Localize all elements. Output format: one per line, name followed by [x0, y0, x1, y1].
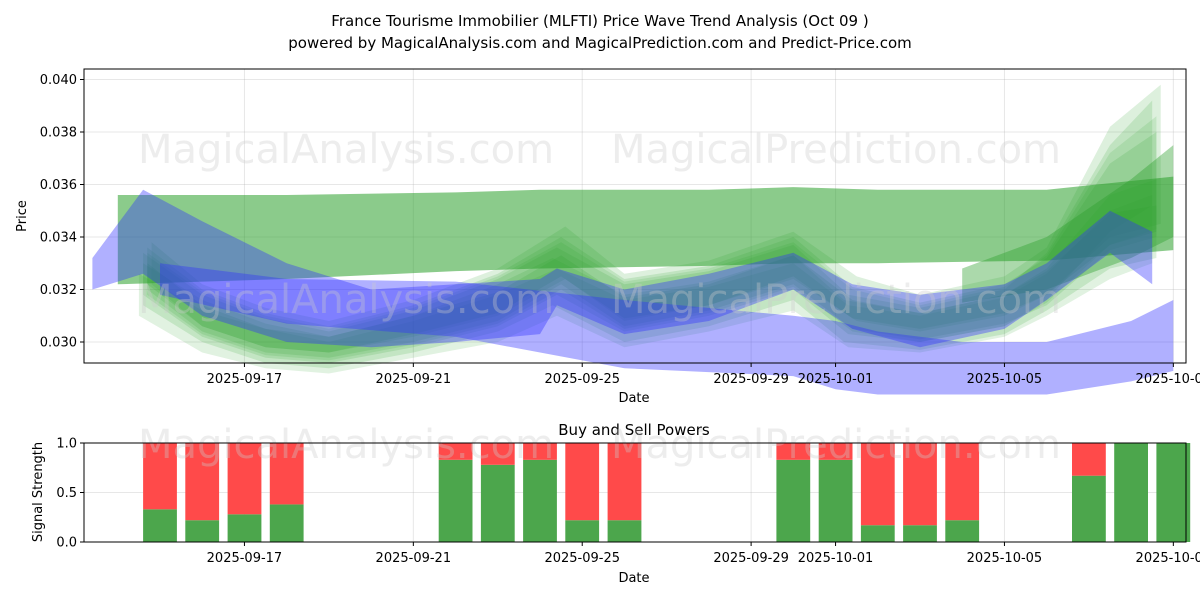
buy-bar-2025-10-03 — [903, 525, 937, 542]
buy-bar-2025-10-09 — [1156, 443, 1191, 542]
price-x-axis: 2025-09-17 2025-09-21 2025-09-25 2025-09-29… — [207, 363, 1200, 387]
sell-bar-2025-09-23 — [480, 443, 515, 465]
buy-bar-2025-10-07 — [1072, 475, 1106, 542]
band-green-wave-7 — [147, 205, 1157, 353]
sell-bar-2025-09-16 — [185, 443, 220, 521]
sell-bar-2025-10-02 — [860, 443, 895, 526]
price-wave-bands — [92, 84, 1174, 395]
price-ytick-label-1: 0.032 — [40, 283, 77, 298]
signal-y-axis: 0.0 0.5 1.0 — [56, 437, 84, 551]
sell-bar-2025-10-03 — [903, 443, 937, 526]
watermark-prediction-bottom: MagicalPrediction.com — [611, 422, 1061, 468]
signal-bars — [143, 443, 1191, 542]
signal-xtick-label-2: 2025-09-25 — [544, 551, 620, 566]
signal-xtick-label-4: 2025-10-01 — [798, 551, 874, 566]
buy-bar-2025-09-16 — [185, 520, 220, 542]
band-green-upper-channel — [117, 176, 1174, 285]
signal-ytick-label-1: 0.5 — [56, 486, 77, 501]
chart-title-line2: powered by MagicalAnalysis.com and Magic… — [288, 34, 912, 52]
sell-bar-2025-10-07 — [1072, 443, 1106, 476]
sell-bar-2025-09-25 — [565, 443, 600, 521]
sell-bar-2025-09-15 — [143, 443, 177, 510]
watermark-analysis-mid: MagicalAnalysis.com — [138, 277, 554, 323]
price-xtick-label-2: 2025-09-25 — [544, 372, 620, 387]
buy-bar-2025-09-24 — [523, 459, 557, 542]
price-xtick-label-6: 2025-10-09 — [1136, 372, 1200, 387]
signal-x-axis: 2025-09-17 2025-09-21 2025-09-25 2025-09-29… — [207, 542, 1200, 566]
price-ytick-label-4: 0.038 — [40, 126, 77, 141]
sell-bar-2025-09-26 — [607, 443, 642, 521]
signal-xtick-label-0: 2025-09-17 — [207, 551, 283, 566]
price-xtick-label-3: 2025-09-29 — [713, 372, 789, 387]
buy-bar-2025-09-22 — [438, 459, 473, 542]
signal-xtick-label-5: 2025-10-05 — [967, 551, 1043, 566]
price-y-axis: 0.030 0.032 0.034 0.036 0.038 0.040 — [40, 73, 84, 351]
signal-xtick-label-1: 2025-09-21 — [376, 551, 452, 566]
buy-bar-2025-10-06 — [945, 520, 980, 542]
band-green-wave-4 — [151, 84, 1161, 353]
buy-sell-panel: Buy and Sell Powers MagicalAnalysis.com … — [31, 421, 1200, 586]
buy-bar-2025-10-02 — [860, 525, 895, 542]
buy-bar-2025-09-15 — [143, 509, 177, 542]
signal-y-axis-label: Signal Strength — [31, 442, 46, 542]
price-y-axis-label: Price — [15, 200, 30, 232]
band-green-wave-3 — [143, 179, 1157, 369]
sell-bar-2025-09-17 — [227, 443, 262, 515]
band-green-wave-1 — [143, 100, 1153, 363]
price-xtick-label-4: 2025-10-01 — [798, 372, 874, 387]
buy-bar-2025-09-23 — [480, 464, 515, 542]
sell-bar-2025-10-01 — [818, 443, 853, 460]
price-plot-frame — [83, 68, 1187, 364]
buy-bar-2025-09-18 — [269, 504, 304, 542]
signal-x-axis-label: Date — [618, 571, 649, 586]
sell-bar-2025-10-06 — [945, 443, 980, 521]
band-green-wave-6 — [147, 116, 1157, 361]
price-ytick-label-5: 0.040 — [40, 73, 77, 88]
signal-xtick-label-6: 2025-10-09 — [1136, 551, 1200, 566]
price-xtick-label-0: 2025-09-17 — [207, 372, 283, 387]
band-green-short-channel — [962, 145, 1174, 303]
band-blue-lower-channel — [160, 263, 1174, 395]
price-ytick-label-2: 0.034 — [40, 231, 77, 246]
buy-bar-2025-09-17 — [227, 514, 262, 542]
band-green-wave-5 — [138, 195, 1153, 374]
price-xtick-label-1: 2025-09-21 — [376, 372, 452, 387]
buy-bar-2025-09-30 — [776, 459, 811, 542]
watermark-prediction-top: MagicalPrediction.com — [611, 127, 1061, 173]
chart-title-line1: France Tourisme Immobilier (MLFTI) Price… — [331, 12, 868, 30]
watermark-analysis-top: MagicalAnalysis.com — [138, 127, 554, 173]
buy-bar-2025-10-08 — [1114, 443, 1148, 542]
buy-bar-2025-09-25 — [565, 520, 600, 542]
buy-bar-2025-09-26 — [607, 520, 642, 542]
price-wave-panel: MagicalAnalysis.com MagicalPrediction.co… — [15, 68, 1200, 406]
signal-xtick-label-3: 2025-09-29 — [713, 551, 789, 566]
band-blue-upper-channel — [92, 189, 1153, 348]
buy-sell-title: Buy and Sell Powers — [558, 421, 710, 439]
watermark-analysis-bottom: MagicalAnalysis.com — [138, 422, 554, 468]
sell-bar-2025-09-22 — [438, 443, 473, 460]
sell-bar-2025-09-18 — [269, 443, 304, 505]
sell-bar-2025-09-24 — [523, 443, 557, 460]
buy-bar-2025-10-01 — [818, 459, 853, 542]
sell-bar-2025-09-30 — [776, 443, 811, 460]
price-xtick-label-5: 2025-10-05 — [967, 372, 1043, 387]
price-x-axis-label: Date — [618, 391, 649, 406]
signal-ytick-label-0: 0.0 — [56, 536, 77, 551]
watermark-prediction-mid: MagicalPrediction.com — [611, 277, 1061, 323]
price-ytick-label-3: 0.036 — [40, 178, 77, 193]
signal-ytick-label-2: 1.0 — [56, 437, 77, 452]
band-green-wave-2 — [147, 132, 1157, 358]
price-ytick-label-0: 0.030 — [40, 336, 77, 351]
